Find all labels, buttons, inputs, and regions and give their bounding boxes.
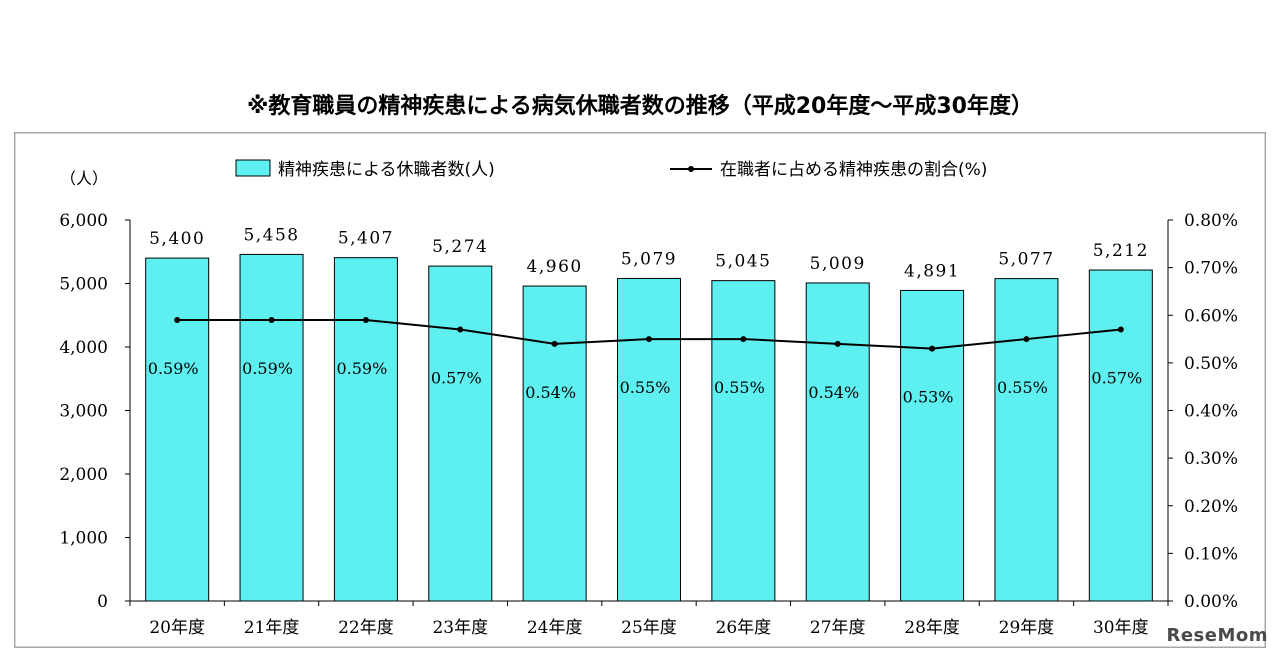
bar — [994, 278, 1059, 602]
y2-tick-label: 0.00% — [1184, 592, 1238, 612]
y-axis-unit-label: （人） — [60, 169, 108, 188]
y-tick-label: 0 — [97, 592, 108, 612]
bar-value-label: 5,045 — [715, 252, 771, 272]
x-tick-label: 30年度 — [1093, 618, 1149, 638]
x-tick-label: 22年度 — [338, 618, 394, 638]
line-marker — [268, 317, 275, 324]
bar — [522, 285, 587, 602]
bar — [239, 253, 304, 602]
bar-value-label: 4,960 — [527, 257, 583, 277]
y2-tick-label: 0.20% — [1184, 497, 1238, 517]
bar — [711, 280, 776, 602]
y2-tick-label: 0.10% — [1184, 544, 1238, 564]
line-value-label: 0.55% — [714, 378, 765, 397]
line-value-label: 0.55% — [997, 378, 1048, 397]
line-value-label: 0.59% — [336, 359, 387, 378]
y-tick-label: 5,000 — [59, 275, 108, 295]
y2-tick-label: 0.70% — [1184, 259, 1238, 279]
x-tick-label: 24年度 — [527, 618, 583, 638]
bar-value-label: 5,212 — [1093, 241, 1149, 261]
bar-value-label: 5,400 — [149, 229, 205, 249]
data-labels: 5,400 5,458 5,407 5,274 4,960 5,079 5,045 5,009… — [148, 225, 1149, 407]
legend-bar-label: 精神疾患による休職者数(人) — [278, 160, 495, 180]
line-value-label: 0.54% — [525, 383, 576, 402]
x-tick-label: 20年度 — [149, 618, 205, 638]
line-marker — [1023, 336, 1030, 343]
bar-value-label: 5,077 — [998, 250, 1054, 270]
x-tick-label: 26年度 — [716, 618, 772, 638]
legend: 精神疾患による休職者数(人) 在職者に占める精神疾患の割合(%) — [235, 159, 987, 180]
x-tick-label: 21年度 — [244, 618, 300, 638]
y-tick-label: 1,000 — [59, 529, 108, 549]
x-tick-label: 27年度 — [810, 618, 866, 638]
y-tick-label: 6,000 — [59, 211, 108, 231]
bar — [428, 265, 493, 602]
bar — [900, 289, 965, 602]
watermark-logo: ReseMom — [1166, 625, 1268, 646]
chart-border — [14, 132, 1266, 648]
line-value-label: 0.57% — [431, 369, 482, 388]
line-marker — [551, 340, 558, 347]
line-value-label: 0.59% — [242, 359, 293, 378]
line-value-label: 0.53% — [903, 388, 954, 407]
chart-title: ※教育職員の精神疾患による病気休職者数の推移（平成20年度〜平成30年度） — [247, 94, 1033, 119]
line-series — [174, 317, 1124, 352]
line-value-label: 0.55% — [620, 378, 671, 397]
bar — [145, 257, 210, 602]
bar-series — [145, 253, 1153, 602]
bar — [1088, 269, 1153, 602]
y2-tick-label: 0.30% — [1184, 449, 1238, 469]
line-marker — [740, 336, 747, 343]
line-marker — [362, 317, 369, 324]
bar-value-label: 5,458 — [243, 225, 299, 245]
y2-tick-label: 0.60% — [1184, 306, 1238, 326]
y-tick-label: 3,000 — [59, 402, 108, 422]
x-tick-label: 23年度 — [432, 618, 488, 638]
bar-value-label: 5,079 — [621, 249, 677, 269]
line-marker — [457, 326, 464, 333]
y-tick-label: 4,000 — [59, 338, 108, 358]
bar — [333, 257, 398, 602]
legend-line-label: 在職者に占める精神疾患の割合(%) — [720, 160, 987, 180]
x-tick-label: 25年度 — [621, 618, 677, 638]
x-tick-label: 28年度 — [904, 618, 960, 638]
line-value-label: 0.59% — [148, 359, 199, 378]
bar — [617, 277, 681, 602]
chart-frame — [14, 132, 1266, 648]
bar-value-label: 5,407 — [338, 229, 394, 249]
legend-line-marker — [688, 166, 694, 172]
bar-value-label: 4,891 — [904, 261, 960, 281]
line-marker — [174, 317, 181, 324]
bar-value-label: 5,009 — [810, 254, 866, 274]
x-tick-label: 29年度 — [999, 618, 1055, 638]
line-value-label: 0.54% — [808, 383, 859, 402]
y2-tick-label: 0.40% — [1184, 402, 1238, 422]
y2-tick-label: 0.50% — [1184, 354, 1238, 374]
line-marker — [929, 345, 936, 352]
line-marker — [1117, 326, 1124, 333]
line-marker — [834, 340, 841, 347]
line-value-label: 0.57% — [1091, 369, 1142, 388]
bar-value-label: 5,274 — [432, 237, 488, 257]
legend-bar-swatch — [235, 159, 271, 177]
y-tick-label: 2,000 — [59, 465, 108, 485]
bar — [805, 282, 870, 602]
y2-tick-label: 0.80% — [1184, 211, 1238, 231]
line-marker — [646, 336, 652, 343]
